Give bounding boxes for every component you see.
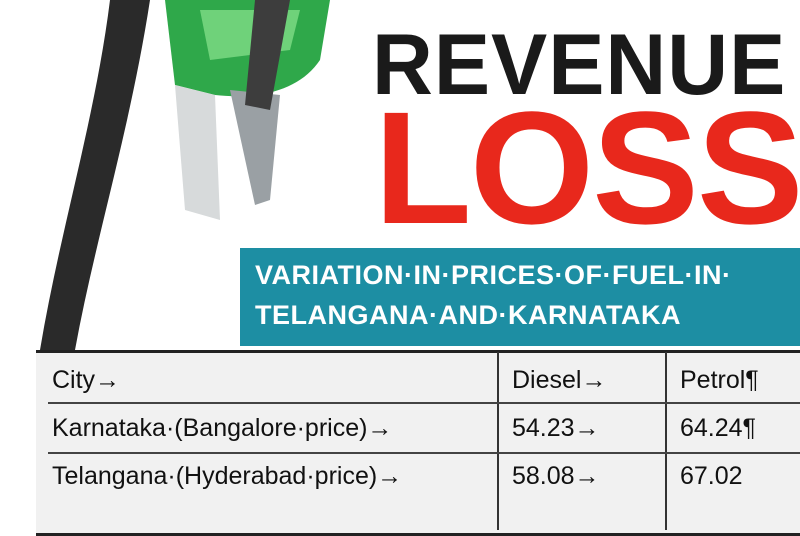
row-divider	[48, 402, 800, 404]
column-header: City→	[52, 366, 121, 394]
column-divider	[665, 352, 667, 530]
banner-line: TELANGANA·AND·KARNATAKA	[255, 300, 681, 330]
row-divider	[48, 452, 800, 454]
table-cell: 58.08→	[512, 462, 600, 490]
table-cell: Karnataka·(Bangalore·price)→	[52, 414, 393, 442]
headline-loss: LOSS	[374, 78, 800, 257]
banner-line: VARIATION·IN·PRICES·OF·FUEL·IN·	[255, 260, 732, 290]
table-cell: 67.02	[680, 462, 743, 490]
table-cell: 64.24¶	[680, 414, 756, 442]
column-header: Diesel→	[512, 366, 607, 394]
fuel-nozzle-illustration	[40, 0, 330, 350]
column-header: Petrol¶	[680, 366, 759, 394]
headline: REVENUE	[372, 17, 787, 113]
column-divider	[497, 352, 499, 530]
table-cell: 54.23→	[512, 414, 600, 442]
table-cell: Telangana·(Hyderabad·price)→	[52, 462, 403, 490]
banner	[240, 248, 800, 346]
